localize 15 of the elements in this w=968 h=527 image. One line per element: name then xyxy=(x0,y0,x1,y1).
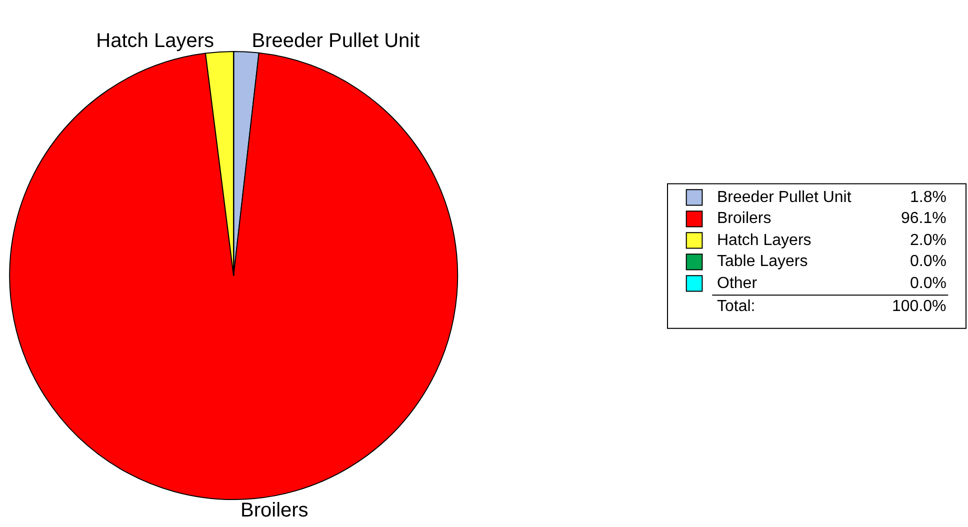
legend-label: Broilers xyxy=(717,210,772,227)
legend-label: Hatch Layers xyxy=(717,232,812,249)
text: Total: xyxy=(717,298,756,315)
data-label: 1.8% xyxy=(910,189,946,206)
data-label: 96.1% xyxy=(901,210,946,227)
legend-label: Breeder Pullet Unit xyxy=(717,189,852,206)
text: 100.0% xyxy=(892,298,946,315)
slice-label: Broilers xyxy=(240,500,308,522)
slice-label: Hatch Layers xyxy=(96,30,214,52)
data-label: 2.0% xyxy=(910,232,946,249)
slice-label: Breeder Pullet Unit xyxy=(252,30,420,52)
text: 0.0% xyxy=(910,275,946,292)
legend-label: Other xyxy=(717,275,758,292)
legend-label: Table Layers xyxy=(717,253,808,270)
text: 0.0% xyxy=(910,253,946,270)
